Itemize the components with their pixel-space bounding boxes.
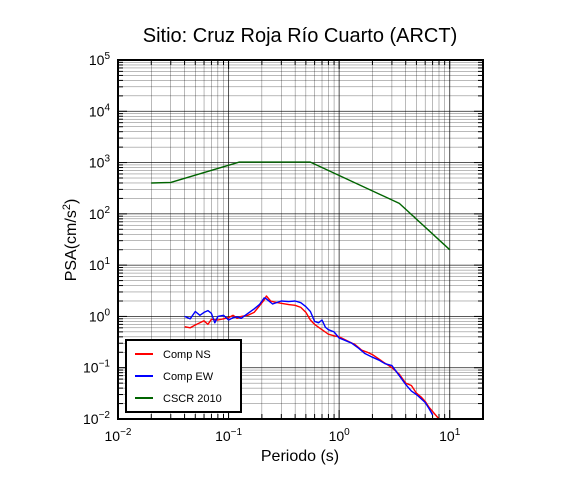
- x-tick-label: 10−2: [105, 427, 132, 444]
- tick-label-base: 10: [439, 428, 455, 444]
- chart-title: Sitio: Cruz Roja Río Cuarto (ARCT): [143, 25, 458, 47]
- tick-label-base: 10: [89, 103, 105, 119]
- legend-items: Comp NS Comp EW CSCR 2010: [135, 349, 222, 405]
- grid: [117, 59, 484, 420]
- y-axis-label-main: PSA(cm/s: [63, 210, 80, 281]
- tick-label-exponent: 0: [104, 307, 110, 318]
- y-tick-label: 104: [89, 102, 111, 119]
- tick-label-base: 10: [83, 411, 99, 427]
- series-line: [184, 295, 440, 420]
- x-axis-label: Periodo (s): [261, 448, 339, 465]
- tick-label-base: 10: [89, 155, 105, 171]
- y-tick-label: 103: [89, 154, 111, 171]
- tick-label-base: 10: [329, 428, 345, 444]
- tick-label-exponent: −2: [99, 410, 111, 421]
- tick-label-base: 10: [83, 360, 99, 376]
- tick-label-exponent: 5: [104, 51, 110, 62]
- legend-label: Comp EW: [163, 371, 214, 383]
- tick-label-exponent: 2: [104, 205, 110, 216]
- tick-label-exponent: −2: [120, 427, 132, 438]
- legend: Comp NS Comp EW CSCR 2010: [125, 339, 242, 413]
- x-tick-label: 100: [329, 427, 351, 444]
- y-tick-label: 105: [89, 51, 111, 68]
- series-lines: [151, 161, 451, 420]
- tick-label-base: 10: [89, 257, 105, 273]
- y-tick-label: 10−2: [83, 410, 110, 427]
- series-line: [184, 297, 434, 416]
- series-line: [151, 161, 451, 251]
- plot-frame: [117, 59, 484, 420]
- tick-label-base: 10: [215, 428, 231, 444]
- tick-label-exponent: −1: [99, 359, 111, 370]
- x-tick-label: 101: [439, 427, 461, 444]
- y-tick-label: 10−1: [83, 359, 110, 376]
- y-tick-label: 100: [89, 307, 111, 324]
- tick-label-base: 10: [89, 52, 105, 68]
- x-tick-label: 10−1: [215, 427, 242, 444]
- tick-label-base: 10: [89, 206, 105, 222]
- tick-label-exponent: 0: [344, 427, 350, 438]
- tick-label-exponent: 1: [104, 256, 110, 267]
- tick-label-exponent: 1: [455, 427, 461, 438]
- tick-label-exponent: −1: [231, 427, 243, 438]
- legend-label: CSCR 2010: [163, 393, 222, 405]
- y-axis-label-close: ): [63, 199, 80, 204]
- y-axis-label: PSA(cm/s2): [61, 199, 80, 282]
- tick-label-base: 10: [105, 428, 121, 444]
- y-axis-label-superscript: 2: [61, 204, 73, 210]
- legend-label: Comp NS: [163, 349, 211, 361]
- tick-label-base: 10: [89, 308, 105, 324]
- y-tick-label: 102: [89, 205, 111, 222]
- y-tick-label: 101: [89, 256, 111, 273]
- tick-label-exponent: 4: [104, 102, 110, 113]
- tick-label-exponent: 3: [104, 154, 110, 165]
